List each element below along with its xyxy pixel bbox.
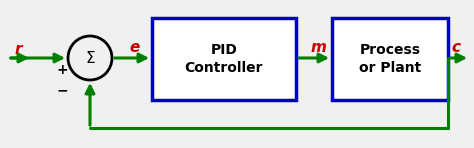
FancyBboxPatch shape [332, 18, 448, 100]
Text: $\Sigma$: $\Sigma$ [85, 50, 95, 66]
Text: or Plant: or Plant [359, 61, 421, 75]
Text: c: c [452, 41, 461, 56]
Text: −: − [56, 83, 68, 97]
Text: +: + [56, 63, 68, 77]
Text: Controller: Controller [185, 61, 263, 75]
Text: PID: PID [210, 43, 237, 57]
Text: r: r [14, 42, 22, 58]
Text: m: m [310, 41, 326, 56]
Text: Process: Process [359, 43, 420, 57]
FancyBboxPatch shape [152, 18, 296, 100]
Text: e: e [130, 41, 140, 56]
